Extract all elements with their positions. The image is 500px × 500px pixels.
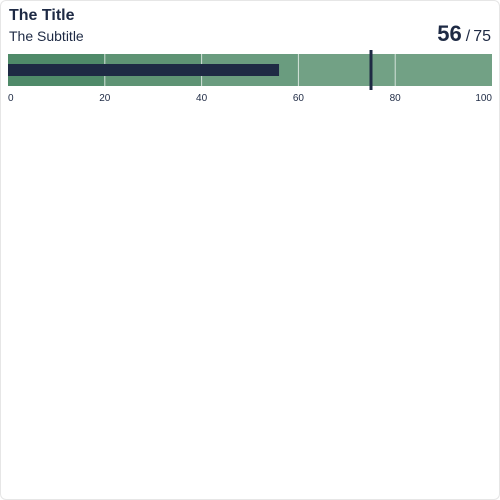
value-separator: / [465, 28, 471, 45]
tick-label-20: 20 [99, 93, 111, 104]
tick-label-100: 100 [475, 93, 492, 104]
tick-label-0: 0 [8, 93, 14, 104]
value-readout: 56/75 [437, 21, 491, 47]
measure-value: 56 [437, 21, 462, 46]
bullet-chart: 0 20 40 60 80 100 [8, 50, 492, 104]
tick-label-80: 80 [390, 93, 402, 104]
chart-subtitle: The Subtitle [9, 28, 84, 44]
tick-label-40: 40 [196, 93, 208, 104]
target-value: 75 [473, 28, 491, 45]
measure-bar [8, 64, 280, 76]
tick-label-60: 60 [293, 93, 305, 104]
chart-title: The Title [9, 7, 75, 24]
target-marker [369, 50, 373, 90]
